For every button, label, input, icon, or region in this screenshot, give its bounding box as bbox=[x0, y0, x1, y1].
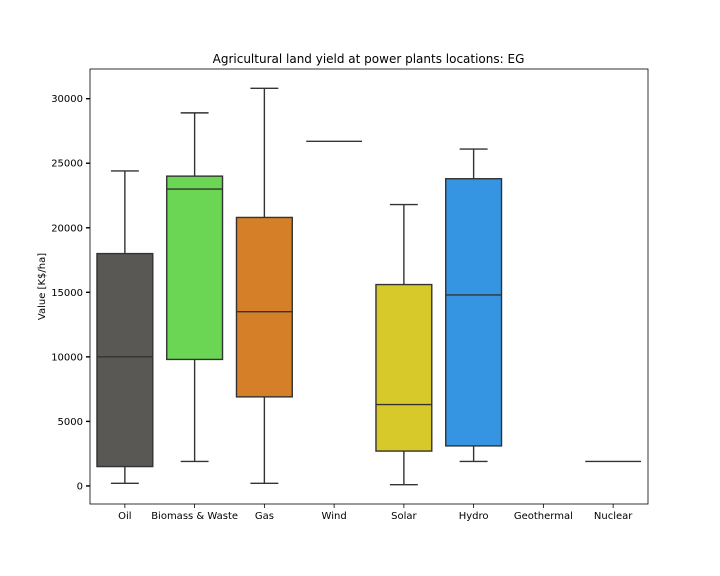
x-tick-label: Nuclear bbox=[594, 511, 633, 522]
y-tick-label: 0 bbox=[77, 481, 83, 492]
box-iqr bbox=[166, 175, 224, 361]
box-iqr bbox=[445, 178, 503, 447]
box-iqr bbox=[96, 252, 154, 468]
x-tick-label: Gas bbox=[255, 511, 274, 522]
x-tick-label: Biomass & Waste bbox=[151, 511, 238, 522]
x-tick-label: Wind bbox=[322, 511, 347, 522]
x-tick-label: Hydro bbox=[459, 511, 489, 522]
box-solar bbox=[375, 203, 433, 486]
y-axis-label: Value [K$/ha] bbox=[37, 253, 48, 320]
y-tick-label: 5000 bbox=[58, 417, 83, 428]
box-iqr bbox=[375, 283, 433, 452]
y-tick-label: 15000 bbox=[51, 288, 83, 299]
box-biomass-waste bbox=[166, 112, 224, 463]
box-gas bbox=[235, 87, 293, 485]
plot-area bbox=[96, 87, 642, 486]
x-tick-label: Oil bbox=[118, 511, 131, 522]
y-tick-label: 30000 bbox=[51, 94, 83, 105]
y-tick-label: 20000 bbox=[51, 223, 83, 234]
y-tick-label: 10000 bbox=[51, 352, 83, 363]
y-tick-label: 25000 bbox=[51, 159, 83, 170]
box-iqr bbox=[235, 216, 293, 398]
x-tick-label: Geothermal bbox=[514, 511, 573, 522]
box-oil bbox=[96, 170, 154, 485]
chart-title: Agricultural land yield at power plants … bbox=[213, 52, 525, 66]
x-tick-label: Solar bbox=[391, 511, 417, 522]
plot-frame bbox=[89, 68, 649, 505]
box-hydro bbox=[445, 148, 503, 463]
